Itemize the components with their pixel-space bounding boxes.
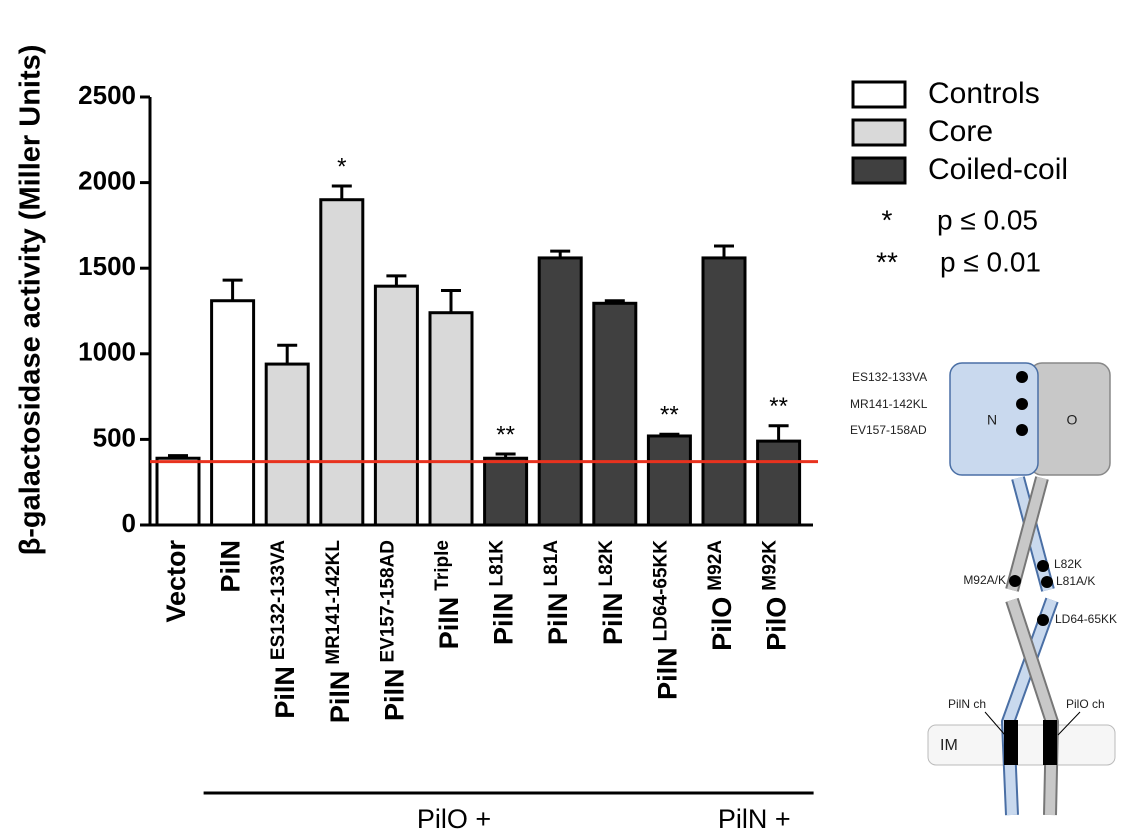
coil-label: M92A/K: [963, 573, 1006, 587]
legend-symbol: **: [876, 246, 898, 277]
pilN-ch: [1004, 720, 1018, 765]
x-tick-label: PilN L81K: [487, 540, 519, 645]
dot: [1041, 576, 1053, 588]
bar: [594, 303, 636, 525]
category-name: PilN: [325, 671, 355, 724]
x-tick-label: Vector: [161, 540, 191, 623]
category-detail: LD64-65KK: [650, 540, 671, 642]
mutation-label: EV157-158AD: [850, 423, 927, 437]
category-name: PilO: [707, 597, 737, 651]
category-name: PilO: [762, 597, 792, 651]
mutation-label: MR141-142KL: [850, 397, 928, 411]
x-tick-label: PilN: [216, 540, 246, 593]
bar: [157, 458, 199, 525]
significance-mark: **: [769, 393, 788, 420]
bar: [758, 441, 800, 525]
category-detail: MR141-142KL: [323, 540, 344, 665]
mutation-label: ES132-133VA: [852, 370, 927, 384]
dot: [1037, 560, 1049, 572]
dot: [1016, 371, 1028, 383]
category-detail: M92K: [760, 540, 781, 591]
y-axis-label: β-galactosidase activity (Miller Units): [15, 45, 47, 556]
diagram: ES132-133VA MR141-142KL EV157-158AD N O …: [850, 363, 1117, 815]
x-tick-label: PilO M92A: [705, 540, 737, 651]
x-tick-label: PilO M92K: [760, 540, 792, 651]
pilO-ch: [1043, 720, 1057, 765]
legend-label: Coiled-coil: [928, 153, 1068, 186]
legend-label: Controls: [928, 77, 1040, 110]
membrane-label: IM: [940, 737, 958, 754]
bar: [212, 301, 254, 525]
n-label: N: [987, 412, 997, 428]
category-detail: EV157-158AD: [377, 540, 398, 663]
category-name: Vector: [161, 540, 191, 623]
category-detail: L81A: [541, 540, 562, 587]
significance-mark: *: [337, 153, 346, 180]
ch-label: PilN ch: [948, 697, 986, 711]
legend-swatch: [853, 120, 905, 145]
category-name: PilN: [380, 669, 410, 722]
figure: β-galactosidase activity (Miller Units) …: [0, 0, 1133, 837]
group-label: PilO +: [417, 804, 491, 834]
y-tick-label: 2500: [78, 80, 136, 110]
dot: [1037, 614, 1049, 626]
coil-label: L82K: [1054, 557, 1082, 571]
legend-symbol: *: [882, 204, 893, 235]
y-tick-label: 0: [122, 508, 136, 538]
bar: [485, 458, 527, 525]
dot: [1016, 398, 1028, 410]
significance-mark: **: [496, 421, 515, 448]
x-tick-label: PilN L82K: [596, 540, 628, 645]
significance-mark: **: [660, 402, 679, 429]
x-tick-label: PilN EV157-158AD: [377, 540, 409, 721]
y-tick-label: 500: [93, 422, 136, 452]
x-tick-label: PilN MR141-142KL: [323, 540, 355, 724]
category-name: PilN: [434, 597, 464, 650]
y-tick-label: 1500: [78, 251, 136, 281]
category-name: PilN: [598, 592, 628, 645]
category-detail: Triple: [432, 540, 453, 591]
o-label: O: [1067, 412, 1078, 428]
group-label: PilN +: [718, 804, 791, 834]
dot: [1016, 424, 1028, 436]
bar: [539, 258, 581, 525]
bar: [375, 286, 417, 525]
coil-label: L81A/K: [1056, 574, 1095, 588]
category-detail: M92A: [705, 540, 726, 591]
bar: [648, 436, 690, 525]
category-name: PilN: [543, 592, 573, 645]
category-detail: L82K: [596, 540, 617, 587]
legend-label: p ≤ 0.05: [937, 204, 1038, 235]
category-name: PilN: [653, 647, 683, 700]
x-tick-label: PilN LD64-65KK: [650, 540, 682, 700]
coil-label: LD64-65KK: [1055, 612, 1117, 626]
legend-swatch: [853, 158, 905, 183]
category-name: PilN: [216, 540, 246, 593]
legend-label: Core: [928, 115, 993, 148]
bar: [321, 200, 363, 525]
bar: [703, 258, 745, 525]
dot: [1009, 575, 1021, 587]
x-tick-label: PilN L81A: [541, 540, 573, 645]
category-detail: ES132-133VA: [268, 540, 289, 660]
category-detail: L81K: [487, 540, 508, 587]
bar: [266, 364, 308, 525]
x-tick-label: PilN ES132-133VA: [268, 540, 300, 719]
category-name: PilN: [270, 666, 300, 719]
y-tick-label: 2000: [78, 165, 136, 195]
ch-label: PilO ch: [1066, 697, 1105, 711]
legend-label: p ≤ 0.01: [940, 246, 1041, 277]
category-name: PilN: [489, 592, 519, 645]
x-tick-label: PilN Triple: [432, 540, 464, 649]
bar: [430, 313, 472, 525]
y-tick-label: 1000: [78, 337, 136, 367]
legend-swatch: [853, 82, 905, 107]
